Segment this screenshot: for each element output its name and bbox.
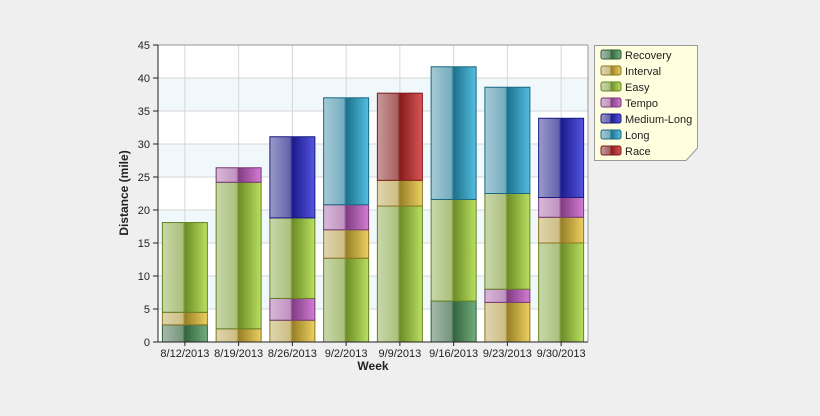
x-tick-label: 8/19/2013: [214, 348, 263, 360]
bar-segment-long: [484, 86, 531, 194]
legend-label: Medium-Long: [625, 114, 692, 126]
bar-segment-tempo: [269, 297, 316, 321]
bar-segment-easy: [538, 242, 585, 343]
bar-segment-interval: [538, 216, 585, 244]
x-tick-label: 9/2/2013: [325, 348, 368, 360]
legend-label: Tempo: [625, 98, 658, 110]
x-axis-title: Week: [357, 359, 388, 373]
legend-label: Long: [625, 130, 649, 142]
bar-segment-easy: [430, 198, 477, 302]
bar-segment-medium-long: [269, 136, 316, 219]
bar-segment-recovery: [430, 300, 477, 343]
bar-segment-tempo: [484, 288, 531, 303]
y-tick-label: 5: [144, 304, 150, 316]
y-tick-label: 20: [138, 205, 150, 217]
legend-swatch-interval: [600, 65, 622, 76]
x-tick-label: 9/30/2013: [537, 348, 586, 360]
y-tick-label: 40: [138, 73, 150, 85]
legend-label: Race: [625, 146, 651, 158]
bar-segment-interval: [484, 301, 531, 343]
bar-segment-interval: [269, 319, 316, 343]
bar-segment-easy: [161, 222, 208, 313]
y-tick-label: 45: [138, 40, 150, 52]
bar-segment-easy: [215, 181, 262, 330]
bar-segment-tempo: [215, 167, 262, 183]
y-tick-label: 30: [138, 139, 150, 151]
bar-segment-tempo: [538, 196, 585, 218]
bar-segment-long: [323, 97, 370, 206]
y-tick-label: 15: [138, 238, 150, 250]
legend-swatch-race: [600, 145, 622, 156]
bar-segment-easy: [269, 217, 316, 299]
bar-segment-medium-long: [538, 117, 585, 198]
x-tick-label: 8/12/2013: [160, 348, 209, 360]
legend-label: Recovery: [625, 50, 672, 62]
legend-swatch-medium-long: [600, 113, 622, 124]
x-tick-label: 9/16/2013: [429, 348, 478, 360]
bar-segment-tempo: [323, 204, 370, 231]
x-tick-label: 8/26/2013: [268, 348, 317, 360]
bars: [161, 66, 585, 343]
legend-swatch-long: [600, 129, 622, 140]
bar-segment-interval: [161, 311, 208, 326]
x-tick-label: 9/23/2013: [483, 348, 532, 360]
bar-segment-interval: [215, 328, 262, 343]
bar-segment-interval: [376, 179, 423, 207]
legend-swatch-easy: [600, 81, 622, 92]
legend-label: Easy: [625, 82, 650, 94]
axes: 0 5 10 15 20 25 30 35 40 45 8/12/2013 8/19/2013 8/26…: [138, 40, 589, 360]
y-tick-label: 25: [138, 172, 150, 184]
bar-segment-easy: [323, 257, 370, 343]
y-tick-label: 35: [138, 106, 150, 118]
bar-segment-race: [376, 92, 423, 181]
y-axis-title: Distance (mile): [117, 150, 131, 235]
bar-segment-easy: [376, 205, 423, 343]
legend-swatch-tempo: [600, 97, 622, 108]
y-tick-label: 10: [138, 271, 150, 283]
y-tick-label: 0: [144, 337, 150, 349]
bar-segment-long: [430, 66, 477, 200]
bar-segment-interval: [323, 229, 370, 259]
x-tick-label: 9/9/2013: [378, 348, 421, 360]
legend: Recovery Interval Easy Tempo Medium-Long Long…: [594, 45, 698, 161]
bar-segment-easy: [484, 193, 531, 290]
legend-swatch-recovery: [600, 49, 622, 60]
bar-segment-recovery: [161, 324, 208, 343]
legend-label: Interval: [625, 66, 661, 78]
